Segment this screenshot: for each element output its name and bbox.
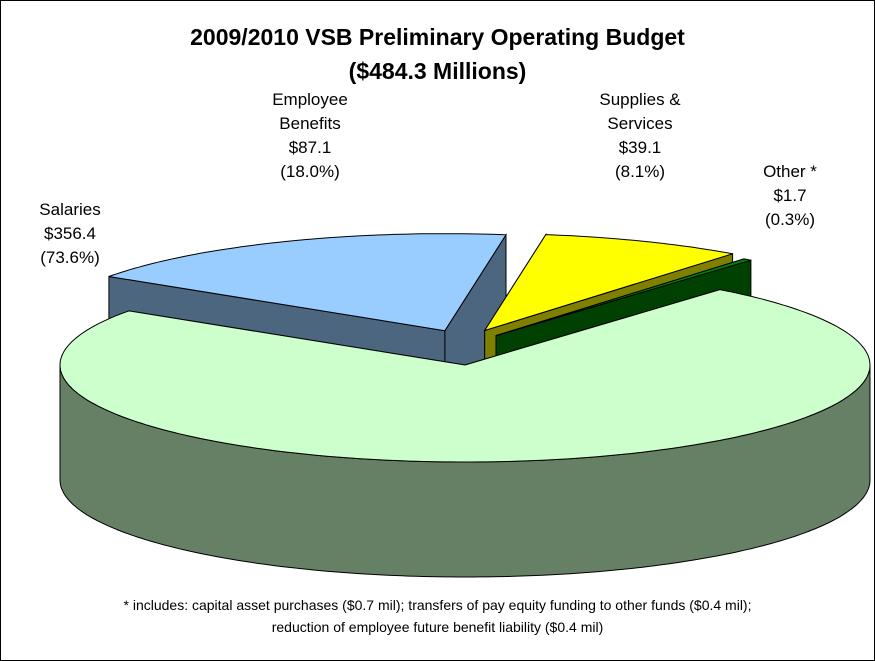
- value-label: $1.7: [773, 186, 807, 205]
- percentage-label: (8.1%): [614, 162, 666, 181]
- category-label: Supplies & Services: [599, 90, 681, 133]
- category-label: Employee Benefits: [272, 90, 348, 133]
- slice: [495, 258, 752, 337]
- percentage-label: (73.6%): [40, 248, 100, 267]
- slice: [483, 234, 733, 332]
- chart-subtitle: ($484.3 Millions): [348, 58, 527, 84]
- slice-label: Supplies & Services $39.1 (8.1%): [599, 88, 680, 184]
- percentage-label: (0.3%): [764, 210, 816, 229]
- percentage-label: (18.0%): [280, 162, 340, 181]
- value-label: $39.1: [618, 138, 662, 157]
- chart-title: 2009/2010 VSB Preliminary Operating Budg…: [190, 24, 685, 50]
- slice-label: Employee Benefits $87.1 (18.0%): [272, 88, 348, 184]
- slice-label: Other * $1.7 (0.3%): [763, 160, 817, 232]
- footnote: reduction of employee future benefit lia…: [271, 619, 604, 635]
- category-label: Other *: [763, 162, 817, 181]
- value-label: $356.4: [43, 224, 96, 243]
- slice-label: Salaries $356.4 (73.6%): [39, 198, 100, 270]
- category-label: Salaries: [39, 200, 101, 219]
- footnote: * includes: capital asset purchases ($0.…: [123, 597, 752, 613]
- slice: [59, 289, 871, 463]
- slice: [108, 233, 507, 332]
- value-label: $87.1: [288, 138, 332, 157]
